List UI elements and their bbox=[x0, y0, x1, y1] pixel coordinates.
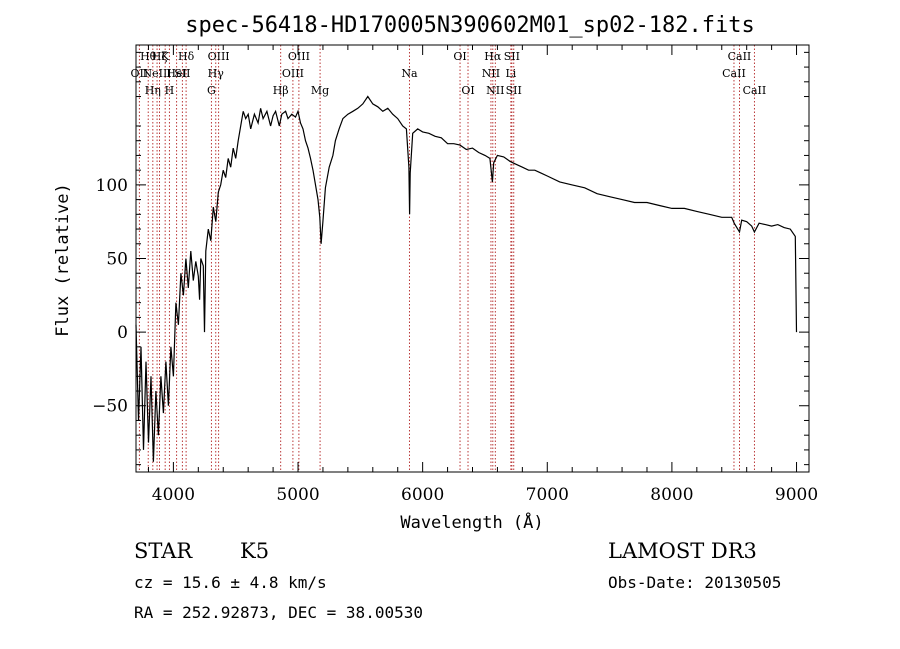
spectrum-series-line bbox=[135, 95, 798, 462]
emission-line-label: NeIII bbox=[142, 67, 171, 80]
y-tick-label: −50 bbox=[92, 397, 128, 417]
x-axis-label: Wavelength (Å) bbox=[400, 511, 543, 533]
emission-line-label: Li bbox=[505, 67, 516, 80]
emission-line-label: K bbox=[161, 50, 170, 63]
y-tick-label: 50 bbox=[106, 250, 128, 270]
x-tick-label: 5000 bbox=[276, 485, 319, 505]
emission-line-label: Hγ bbox=[208, 67, 225, 80]
emission-line-label: OI bbox=[453, 50, 466, 63]
y-tick-label: 0 bbox=[117, 323, 128, 343]
emission-line-label: OII bbox=[131, 67, 149, 80]
x-tick-label: 7000 bbox=[526, 485, 569, 505]
emission-line-label: Hθ bbox=[140, 50, 157, 63]
emission-line-label: NII bbox=[482, 67, 500, 80]
plot-frame bbox=[135, 44, 810, 473]
x-tick-label: 4000 bbox=[152, 485, 195, 505]
emission-line-label: Hη bbox=[145, 84, 161, 97]
redshift-info: cz = 15.6 ± 4.8 km/s bbox=[134, 573, 327, 592]
emission-line-label: OI bbox=[461, 84, 474, 97]
emission-line-label: Hδ bbox=[178, 50, 195, 63]
emission-line-label: Mg bbox=[311, 84, 329, 97]
emission-line-label: SII bbox=[174, 67, 190, 80]
emission-line-label: CaII bbox=[722, 67, 746, 80]
emission-line-label: Na bbox=[401, 67, 418, 80]
x-tick-label: 8000 bbox=[650, 485, 693, 505]
emission-line-label: OIII bbox=[282, 67, 304, 80]
emission-line-label: Hβ bbox=[273, 84, 289, 97]
emission-line-label: H bbox=[165, 84, 175, 97]
emission-line-label: G bbox=[207, 84, 216, 97]
emission-line-label: SII bbox=[504, 50, 520, 63]
emission-line-label: NII bbox=[486, 84, 504, 97]
emission-line-markers bbox=[138, 45, 755, 472]
emission-line-label: SII bbox=[506, 84, 522, 97]
emission-line-label: CaII bbox=[728, 50, 752, 63]
object-type: STAR bbox=[134, 539, 193, 563]
chart-title: spec-56418-HD170005N390602M01_sp02-182.f… bbox=[185, 13, 755, 38]
emission-line-label: OIII bbox=[208, 50, 230, 63]
x-tick-label: 9000 bbox=[775, 485, 818, 505]
x-tick-label: 6000 bbox=[401, 485, 444, 505]
emission-line-labels: OIIHθHηNeIIIHζKHHeISIIHδGHγOIIIHβOIIIOII… bbox=[131, 50, 767, 97]
observation-date: Obs-Date: 20130505 bbox=[608, 573, 782, 592]
spectral-class: K5 bbox=[240, 539, 270, 563]
sky-coordinates: RA = 252.92873, DEC = 38.00530 bbox=[134, 603, 423, 622]
y-tick-label: 100 bbox=[96, 176, 128, 196]
emission-line-label: CaII bbox=[743, 84, 767, 97]
survey-name: LAMOST DR3 bbox=[608, 539, 757, 563]
emission-line-label: Hα bbox=[484, 50, 502, 63]
y-axis-label: Flux (relative) bbox=[53, 183, 73, 337]
emission-line-label: OIII bbox=[288, 50, 310, 63]
x-axis-ticks: 4000 5000 6000 7000 8000 9000 bbox=[147, 45, 818, 505]
emission-line-label: HeI bbox=[166, 67, 186, 80]
emission-line-label: Hζ bbox=[152, 50, 168, 63]
y-axis-ticks: −50 0 50 100 bbox=[92, 51, 809, 466]
